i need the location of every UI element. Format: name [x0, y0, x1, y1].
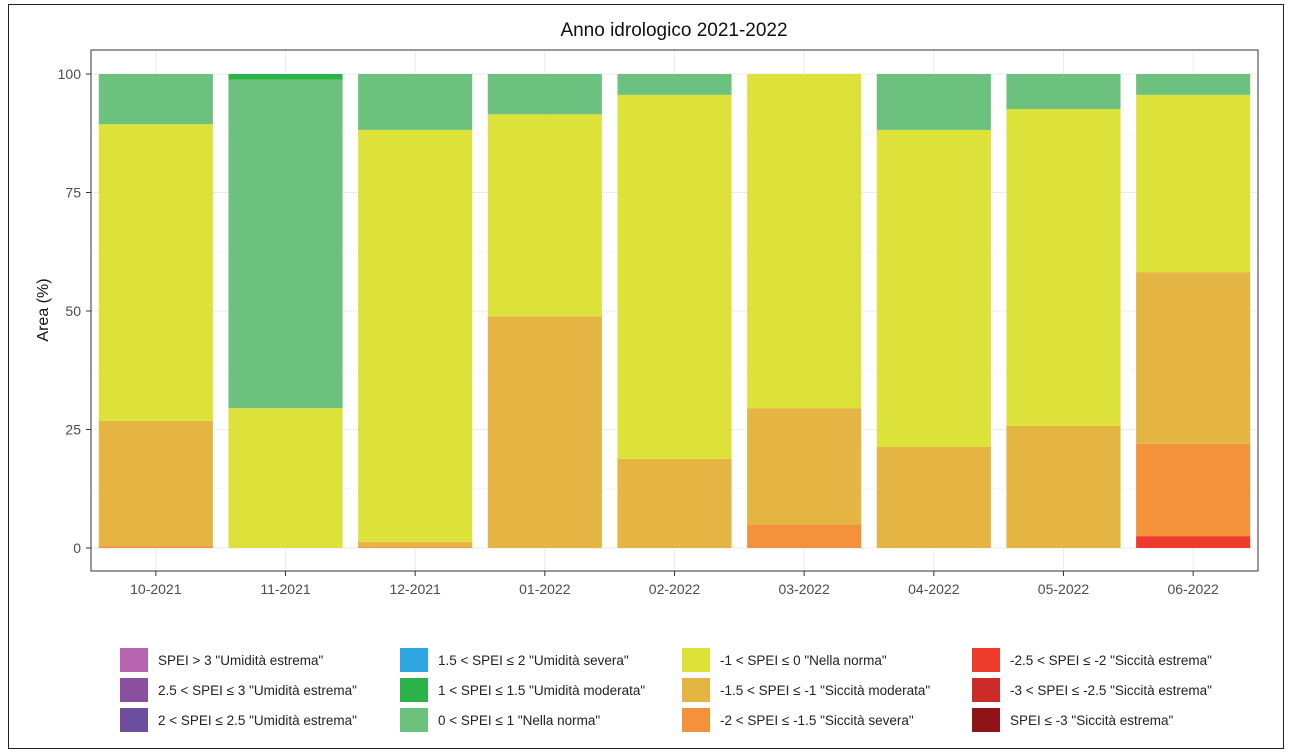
- bar-segment-11-2021-s6: [228, 408, 343, 548]
- bar-segment-12-2021-s6: [358, 129, 473, 542]
- x-tick-label: 04-2022: [908, 581, 960, 597]
- bar-segment-11-2021-s4: [228, 74, 343, 80]
- y-axis-label: Area (%): [35, 278, 52, 341]
- x-tick-label: 11-2021: [260, 581, 311, 597]
- y-tick-label: 0: [73, 540, 81, 556]
- bar-segment-10-2021-s5: [98, 74, 213, 125]
- legend-label: 1.5 < SPEI ≤ 2 "Umidità severa": [438, 652, 629, 668]
- bar-segment-02-2022-s6: [617, 94, 732, 459]
- bar-segment-10-2021-s7: [98, 420, 213, 547]
- bar-segment-03-2022-s6: [747, 74, 862, 409]
- bars: [98, 74, 1251, 548]
- bar-segment-06-2022-s9: [1136, 536, 1251, 548]
- bar-segment-05-2022-s5: [1006, 74, 1121, 110]
- bar-segment-03-2022-s7: [747, 408, 862, 525]
- bar-segment-04-2022-s7: [876, 447, 991, 548]
- bar-segment-01-2022-s6: [487, 114, 602, 317]
- legend-label: -3 < SPEI ≤ -2.5 "Siccità estrema": [1010, 682, 1212, 698]
- legend-swatch: [682, 708, 710, 732]
- bar-segment-11-2021-s5: [228, 79, 343, 409]
- bar-segment-02-2022-s5: [617, 74, 732, 95]
- legend-item: -3 < SPEI ≤ -2.5 "Siccità estrema": [972, 678, 1212, 702]
- y-tick-label: 75: [65, 185, 81, 201]
- y-tick-label: 50: [65, 303, 81, 319]
- bar-segment-06-2022-s7: [1136, 272, 1251, 444]
- legend-item: -2.5 < SPEI ≤ -2 "Siccità estrema": [972, 648, 1212, 672]
- legend-label: SPEI ≤ -3 "Siccità estrema": [1010, 712, 1174, 728]
- legend-label: 1 < SPEI ≤ 1.5 "Umidità moderata": [438, 682, 646, 698]
- legend-swatch: [120, 678, 148, 702]
- legend-swatch: [400, 678, 428, 702]
- y-tick-label: 100: [58, 66, 82, 82]
- bar-segment-12-2021-s7: [358, 541, 473, 548]
- legend-swatch: [682, 678, 710, 702]
- bar-segment-01-2022-s5: [487, 74, 602, 115]
- bar-segment-06-2022-s5: [1136, 74, 1251, 95]
- legend-item: -1.5 < SPEI ≤ -1 "Siccità moderata": [682, 678, 930, 702]
- legend-label: -2 < SPEI ≤ -1.5 "Siccità severa": [720, 712, 914, 728]
- legend-item: SPEI > 3 "Umidità estrema": [120, 648, 323, 672]
- bar-segment-12-2021-s5: [358, 74, 473, 130]
- legend-item: SPEI ≤ -3 "Siccità estrema": [972, 708, 1173, 732]
- bar-segment-06-2022-s8: [1136, 443, 1251, 537]
- bar-segment-06-2022-s6: [1136, 94, 1251, 273]
- legend-swatch: [972, 708, 1000, 732]
- legend-swatch: [972, 678, 1000, 702]
- x-tick-label: 03-2022: [778, 581, 830, 597]
- x-tick-label: 01-2022: [519, 581, 571, 597]
- legend-item: -1 < SPEI ≤ 0 "Nella norma": [682, 648, 887, 672]
- bar-segment-04-2022-s5: [876, 74, 991, 130]
- legend-item: -2 < SPEI ≤ -1.5 "Siccità severa": [682, 708, 914, 732]
- legend-label: SPEI > 3 "Umidità estrema": [158, 652, 324, 668]
- bar-segment-04-2022-s6: [876, 129, 991, 448]
- legend-swatch: [972, 648, 1000, 672]
- legend-swatch: [120, 708, 148, 732]
- bar-segment-05-2022-s6: [1006, 109, 1121, 426]
- chart-title: Anno idrologico 2021-2022: [560, 20, 787, 41]
- legend-label: -1.5 < SPEI ≤ -1 "Siccità moderata": [720, 682, 931, 698]
- legend-swatch: [682, 648, 710, 672]
- bar-segment-02-2022-s7: [617, 458, 732, 548]
- axes: 0 25 50 75 100 10-2021 11-2021 12-2021 01-2022 02…: [58, 66, 1219, 597]
- x-tick-label: 02-2022: [649, 581, 701, 597]
- x-tick-label: 05-2022: [1038, 581, 1090, 597]
- legend-item: 1.5 < SPEI ≤ 2 "Umidità severa": [400, 648, 629, 672]
- legend-label: 2 < SPEI ≤ 2.5 "Umidità estrema": [158, 712, 357, 728]
- legend-label: -1 < SPEI ≤ 0 "Nella norma": [720, 652, 887, 668]
- legend-swatch: [400, 648, 428, 672]
- y-tick-label: 25: [65, 422, 81, 438]
- x-tick-label: 12-2021: [389, 581, 441, 597]
- bar-segment-12-2021-s8: [358, 547, 473, 548]
- legend-item: 1 < SPEI ≤ 1.5 "Umidità moderata": [400, 678, 645, 702]
- bar-segment-03-2022-s8: [747, 524, 862, 548]
- legend-item: 0 < SPEI ≤ 1 "Nella norma": [400, 708, 600, 732]
- legend-item: 2 < SPEI ≤ 2.5 "Umidità estrema": [120, 708, 357, 732]
- bar-segment-01-2022-s7: [487, 316, 602, 548]
- legend-swatch: [120, 648, 148, 672]
- bar-segment-05-2022-s7: [1006, 425, 1121, 548]
- x-tick-label: 06-2022: [1167, 581, 1219, 597]
- legend-label: 0 < SPEI ≤ 1 "Nella norma": [438, 712, 601, 728]
- legend-label: 2.5 < SPEI ≤ 3 "Umidità estrema": [158, 682, 357, 698]
- bar-segment-10-2021-s8: [98, 546, 213, 548]
- bar-segment-10-2021-s6: [98, 124, 213, 421]
- legend-label: -2.5 < SPEI ≤ -2 "Siccità estrema": [1010, 652, 1212, 668]
- legend-swatch: [400, 708, 428, 732]
- legend-item: 2.5 < SPEI ≤ 3 "Umidità estrema": [120, 678, 357, 702]
- x-tick-label: 10-2021: [130, 581, 182, 597]
